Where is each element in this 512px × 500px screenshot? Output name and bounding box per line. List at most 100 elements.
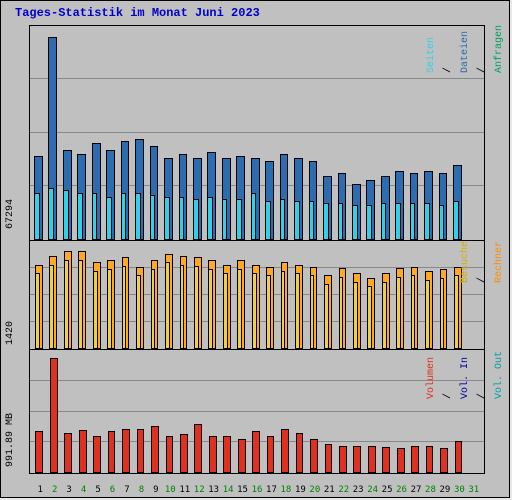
xaxis-day-26: 26: [394, 485, 408, 495]
xaxis-day-3: 3: [62, 485, 76, 495]
volumen-bar: [281, 429, 289, 473]
volumen-bar: [455, 441, 463, 473]
dateien-bar: [150, 195, 156, 240]
besuche-bar: [252, 273, 257, 349]
dateien-bar: [366, 205, 372, 239]
besuche-bar: [180, 265, 185, 350]
besuche-bar: [339, 277, 344, 350]
legend-volin: Vol. In: [460, 357, 471, 399]
xaxis-day-14: 14: [221, 485, 235, 495]
chart-panels: [29, 25, 485, 473]
stats-chart-container: Tages-Statistik im Monat Juni 2023 67294…: [0, 0, 510, 498]
besuche-bar: [382, 282, 387, 349]
xaxis-day-28: 28: [423, 485, 437, 495]
volumen-bar: [223, 436, 231, 473]
volumen-bar: [122, 429, 130, 473]
legend-seiten: Seiten: [426, 37, 437, 73]
xaxis-day-24: 24: [365, 485, 379, 495]
xaxis-day-7: 7: [120, 485, 134, 495]
dateien-bar: [193, 199, 199, 240]
volumen-bar: [339, 446, 347, 473]
besuche-bar: [411, 275, 416, 349]
dateien-bar: [179, 197, 185, 240]
dateien-bar: [323, 203, 329, 239]
xaxis-day-8: 8: [134, 485, 148, 495]
xaxis-day-6: 6: [105, 485, 119, 495]
besuche-bar: [237, 269, 242, 349]
besuche-bar: [194, 266, 199, 350]
dateien-bar: [294, 201, 300, 239]
panel-hits-files: [29, 25, 485, 241]
besuche-bar: [208, 269, 213, 349]
panel-volume: [29, 349, 485, 474]
legend-anfragen: Anfragen: [494, 25, 505, 73]
xaxis-day-21: 21: [322, 485, 336, 495]
volumen-bar: [382, 447, 390, 473]
xaxis-day-13: 13: [206, 485, 220, 495]
besuche-bar: [35, 273, 40, 349]
besuche-bar: [266, 275, 271, 349]
besuche-bar: [107, 269, 112, 349]
legend-besuche: Besuche: [460, 241, 471, 283]
dateien-bar: [164, 197, 170, 240]
besuche-bar: [151, 269, 156, 349]
volumen-bar: [440, 448, 448, 473]
volumen-bar: [426, 446, 434, 473]
dateien-bar: [236, 199, 242, 240]
xaxis-day-22: 22: [337, 485, 351, 495]
xaxis-day-11: 11: [178, 485, 192, 495]
besuche-bar: [64, 260, 69, 349]
dateien-bar: [63, 190, 69, 239]
dateien-bar: [395, 203, 401, 239]
xaxis-day-12: 12: [192, 485, 206, 495]
yaxis-label-bot: 991.89 MB: [5, 413, 16, 467]
dateien-bar: [439, 205, 445, 239]
xaxis-days: 1234567891011121314151617181920212223242…: [33, 485, 481, 495]
chart-title: Tages-Statistik im Monat Juni 2023: [15, 6, 260, 20]
volumen-bar: [151, 426, 159, 473]
dateien-bar: [338, 203, 344, 239]
legend-dateien: Dateien: [460, 31, 471, 73]
dateien-bar: [424, 203, 430, 239]
volumen-bar: [325, 444, 333, 473]
volumen-bar: [411, 446, 419, 473]
besuche-bar: [122, 266, 127, 350]
dateien-bar: [381, 203, 387, 239]
besuche-bar: [281, 271, 286, 349]
yaxis-label-mid: 1420: [5, 321, 16, 345]
legend-top: Seiten / Dateien / Anfragen: [426, 25, 505, 77]
dateien-bar: [48, 188, 54, 239]
volumen-bar: [353, 446, 361, 473]
xaxis-day-1: 1: [33, 485, 47, 495]
volumen-bar: [252, 431, 260, 473]
xaxis-day-5: 5: [91, 485, 105, 495]
dateien-bar: [280, 199, 286, 240]
xaxis-day-19: 19: [293, 485, 307, 495]
volumen-bar: [64, 433, 72, 473]
legend-rechner: Rechner: [494, 241, 505, 283]
legend-volout: Vol. Out: [494, 351, 505, 399]
xaxis-day-30: 30: [452, 485, 466, 495]
dateien-bar: [92, 193, 98, 240]
xaxis-day-17: 17: [264, 485, 278, 495]
legend-mid: Besuche / Rechner: [460, 241, 505, 287]
dateien-bar: [309, 201, 315, 239]
besuche-bar: [440, 278, 445, 350]
panel-pages-visits: [29, 240, 485, 351]
dateien-bar: [222, 199, 228, 240]
besuche-bar: [136, 275, 141, 349]
xaxis-day-27: 27: [409, 485, 423, 495]
dateien-bar: [207, 197, 213, 240]
volumen-bar: [137, 429, 145, 473]
volumen-bar: [166, 436, 174, 473]
besuche-bar: [49, 265, 54, 350]
xaxis-day-23: 23: [351, 485, 365, 495]
volumen-bar: [50, 358, 58, 473]
xaxis-day-18: 18: [279, 485, 293, 495]
volumen-bar: [267, 436, 275, 473]
volumen-bar: [238, 439, 246, 473]
besuche-bar: [310, 275, 315, 349]
dateien-bar: [77, 193, 83, 240]
besuche-bar: [324, 284, 329, 349]
volumen-bar: [310, 439, 318, 473]
